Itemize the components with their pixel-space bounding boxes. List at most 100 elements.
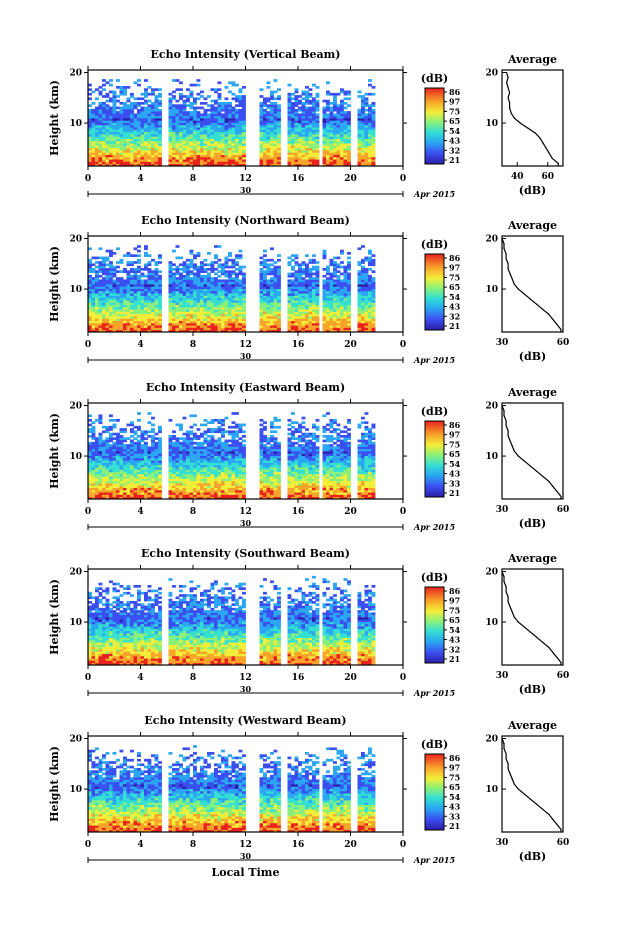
profile-point [501,737,503,740]
profile-point [505,753,507,755]
colorbar-tick-label: 75 [449,272,460,282]
colorbar-unit: (dB) [421,738,448,751]
x-tick-label: 16 [292,840,305,850]
profile-point [552,485,554,487]
profile-point [552,651,554,654]
profile-point [513,450,515,452]
colorbar-tick-label: 21 [449,488,460,498]
colorbar [424,586,445,664]
profile-point [507,77,509,79]
x-axis-label: Local Time [212,866,280,879]
colorbar [424,87,445,165]
colorbar-tick-label: 54 [449,459,461,469]
x-tick-label: 0 [85,174,91,184]
colorbar-tick-label: 86 [449,87,461,97]
profile-point [517,288,519,290]
profile-point [542,808,544,810]
profile-point [513,783,515,785]
average-profile-line [501,738,562,832]
y-axis-label: Height (km) [48,246,61,322]
day-label: 30 [240,684,252,694]
x-tick-label: 4 [137,840,143,850]
profile-x-tick-label: 60 [557,338,570,348]
colorbar [424,253,445,331]
profile-x-tick-label: 60 [541,172,554,182]
x-tick-label: 16 [292,174,305,184]
y-tick-label: 10 [69,785,82,795]
x-tick-label: 0 [400,174,406,184]
profile-point [509,92,511,94]
profile-point [503,410,505,412]
profile-point [505,258,507,260]
colorbar-tick-label: 75 [449,772,460,782]
colorbar-tick-label: 43 [449,802,461,812]
colorbar-tick-label: 75 [449,106,460,116]
profile-point [509,773,511,775]
profile-point [536,470,538,472]
profile-point [548,813,550,815]
profile-x-label: (dB) [519,184,546,197]
colorbar-tick-label: 65 [449,782,460,792]
day-label: 30 [240,518,252,528]
y-axis-label: Height (km) [48,579,61,655]
profile-point [505,586,507,588]
profile-point [539,137,541,139]
profile-point [529,298,532,300]
y-tick-label: 10 [69,119,82,129]
colorbar-tick-label: 97 [449,263,460,273]
day-label: 30 [240,185,252,195]
x-tick-label: 0 [400,507,406,517]
colorbar-tick-label: 43 [449,302,461,312]
colorbar-tick-label: 21 [449,155,460,165]
colorbar-tick-label: 86 [449,253,461,263]
profile-frame [501,402,564,500]
x-tick-label: 12 [239,174,252,184]
profile-x-tick-label: 30 [496,838,509,848]
profile-point [556,490,558,492]
profile-x-tick-label: 30 [496,338,509,348]
profile-point [519,122,521,124]
profile-point [556,823,558,826]
profile-point [529,465,532,467]
y-tick-label: 20 [69,69,82,79]
profile-point [503,243,505,245]
profile-point [548,480,550,482]
x-tick-label: 12 [239,840,252,850]
colorbar-tick-label: 32 [449,145,460,155]
x-tick-label: 20 [344,673,357,683]
profile-point [513,283,515,285]
profile-point [560,661,562,664]
y-tick-label: 10 [69,618,82,628]
profile-title: Average [507,219,557,232]
profile-point [503,415,505,417]
profile-point [542,475,544,477]
profile-point [556,323,558,325]
profile-point [548,152,550,154]
profile-point [560,828,562,831]
profile-point [523,626,526,628]
profile-point [517,455,519,457]
y-axis-label: Height (km) [48,746,61,822]
profile-x-label: (dB) [519,350,546,363]
colorbar-tick-label: 65 [449,615,460,625]
month-label: Apr 2015 [413,355,456,365]
profile-point [545,147,547,149]
profile-point [503,748,505,750]
profile-point [511,778,513,780]
profile-point [503,248,505,250]
profile-point [507,87,509,89]
colorbar-tick-label: 86 [449,420,461,430]
colorbar-tick-label: 43 [449,136,461,146]
profile-point [505,420,507,422]
colorbar-tick-label: 86 [449,753,461,763]
profile-point [542,142,544,144]
profile-point [513,616,515,618]
profile-y-tick-label: 20 [485,402,498,412]
profile-x-label: (dB) [519,517,546,530]
average-profile-line [501,571,562,665]
y-tick-label: 20 [69,735,82,745]
colorbar-tick-label: 54 [449,625,461,635]
x-tick-label: 12 [239,673,252,683]
profile-point [527,127,529,129]
x-tick-label: 20 [344,174,357,184]
